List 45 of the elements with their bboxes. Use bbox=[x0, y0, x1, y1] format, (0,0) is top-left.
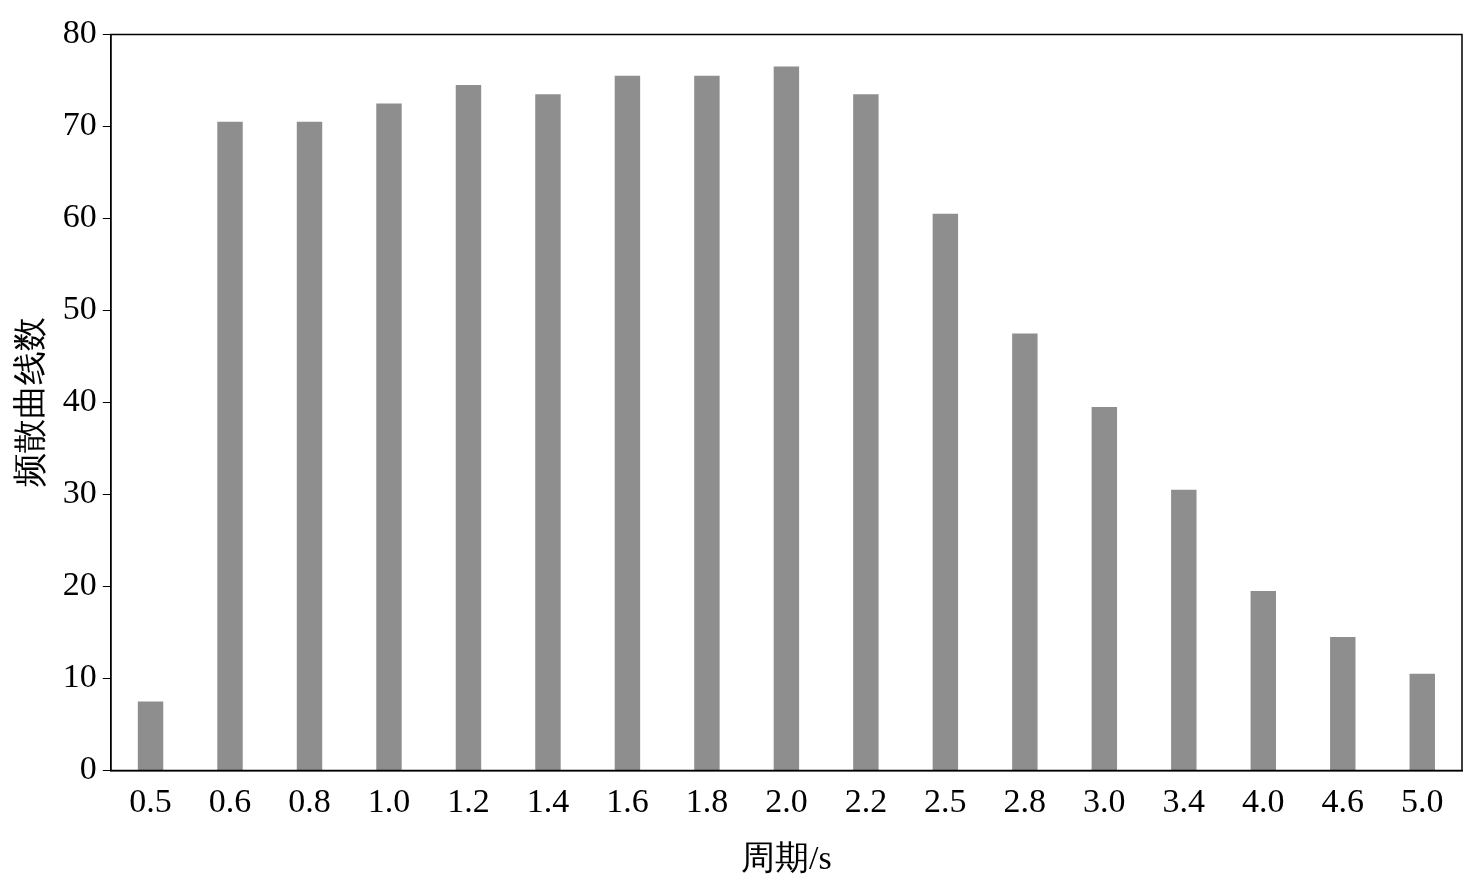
bar bbox=[535, 94, 561, 770]
bar bbox=[853, 94, 879, 770]
bar bbox=[1171, 489, 1197, 770]
y-tick-label: 0 bbox=[79, 749, 97, 787]
x-tick-label: 0.5 bbox=[129, 781, 172, 819]
x-tick-label: 2.2 bbox=[844, 781, 888, 819]
bar bbox=[614, 75, 641, 770]
bar bbox=[296, 121, 323, 770]
bar bbox=[1250, 591, 1277, 770]
x-tick-label: 3.4 bbox=[1162, 781, 1206, 819]
x-tick-label: 4.6 bbox=[1321, 781, 1365, 819]
bar bbox=[217, 121, 243, 770]
y-axis-title: 频散曲线数 bbox=[11, 317, 49, 488]
y-tick-label: 40 bbox=[62, 381, 97, 419]
x-tick-label: 4.0 bbox=[1242, 781, 1285, 819]
bar bbox=[455, 85, 482, 770]
y-tick-label: 50 bbox=[62, 289, 97, 327]
x-tick-label: 0.8 bbox=[288, 781, 331, 819]
bar bbox=[1409, 673, 1435, 770]
bar bbox=[773, 66, 800, 770]
x-tick-label: 1.8 bbox=[685, 781, 729, 819]
x-tick-label: 2.5 bbox=[924, 781, 967, 819]
y-tick-label: 30 bbox=[62, 473, 97, 511]
bar bbox=[694, 75, 720, 770]
y-tick-label: 20 bbox=[62, 565, 97, 603]
y-tick-label: 10 bbox=[62, 657, 97, 695]
x-tick-label: 1.0 bbox=[367, 781, 411, 819]
x-tick-label: 3.0 bbox=[1083, 781, 1126, 819]
x-tick-label: 2.0 bbox=[765, 781, 808, 819]
x-axis-title: 周期/s bbox=[741, 838, 832, 876]
y-tick-label: 70 bbox=[62, 105, 97, 143]
x-tick-label: 1.4 bbox=[526, 781, 570, 819]
x-tick-label: 1.2 bbox=[447, 781, 490, 819]
x-tick-label: 2.8 bbox=[1003, 781, 1047, 819]
y-tick-label: 60 bbox=[62, 197, 97, 235]
bar bbox=[932, 213, 959, 770]
bar bbox=[376, 103, 402, 770]
y-tick-label: 80 bbox=[62, 13, 97, 51]
bar bbox=[1330, 637, 1356, 770]
bar bbox=[137, 701, 164, 770]
x-tick-label: 1.6 bbox=[606, 781, 649, 819]
x-tick-label: 5.0 bbox=[1401, 781, 1444, 819]
bar bbox=[1091, 407, 1118, 770]
x-tick-label: 0.6 bbox=[208, 781, 252, 819]
bar bbox=[1012, 333, 1038, 770]
